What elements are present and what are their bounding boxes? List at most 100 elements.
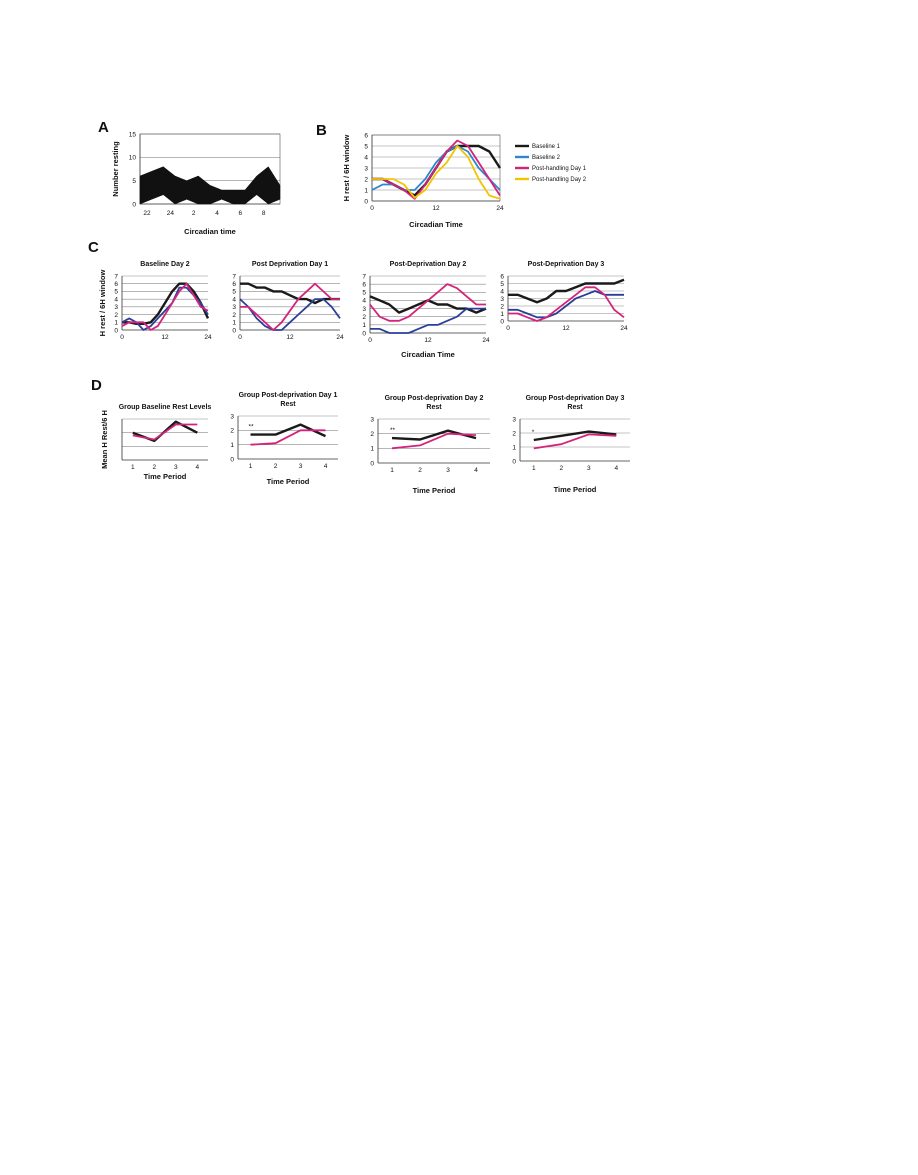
y-tick-label: 6 [500,273,504,280]
y-axis-label: Number resting [111,141,120,197]
series-line-black [122,282,210,325]
y-tick-label: 7 [232,273,236,280]
y-axis-label: H rest / 6H window [342,135,351,202]
y-tick-label: 1 [500,311,504,318]
y-tick-label: 3 [232,304,236,311]
chart-d4: Group Post-deprivation Day 3 Rest 0 1 2 3 1 2 3 4… [512,395,630,494]
series-line-magenta [391,432,477,450]
y-tick-label: 4 [362,298,366,305]
x-tick-label: 2 [152,464,156,471]
y-tick-label: 1 [370,446,374,453]
significance-marker: ** [390,427,396,434]
y-tick-label: 1 [364,187,368,194]
chart-title: Baseline Day 2 [140,261,190,268]
x-axis-label: Time Period [144,472,187,481]
chart-title: Rest [280,401,296,408]
series-line-magenta [250,429,326,446]
series-line-blue [239,298,341,331]
y-tick-label: 7 [114,273,118,280]
x-tick-label: 1 [131,464,135,471]
y-tick-label: 0 [370,460,374,467]
x-tick-label: 1 [249,463,253,470]
chart-title: Post-Deprivation Day 3 [528,261,605,268]
y-tick-label: 2 [370,431,374,438]
chart-title: Rest [567,404,583,411]
y-tick-label: 0 [230,456,234,463]
y-tick-label: 5 [364,143,368,150]
x-axis-label: Time Period [413,486,456,495]
x-tick-label: 0 [120,334,124,341]
x-tick-label: 24 [482,337,490,344]
x-tick-label: 6 [239,210,243,217]
y-tick-label: 0 [232,327,236,334]
y-tick-label: 2 [500,303,504,310]
x-tick-label: 0 [370,205,374,212]
y-tick-label: 6 [232,281,236,288]
series-line-magenta [240,282,340,331]
series-line-magenta [508,286,625,322]
significance-marker: ** [249,424,255,431]
y-tick-label: 6 [364,132,368,139]
y-tick-label: 15 [129,131,137,138]
y-tick-label: 0 [364,198,368,205]
chart-title: Rest [426,404,442,411]
y-tick-label: 6 [362,281,366,288]
y-tick-label: 0 [500,318,504,325]
legend-label: Baseline 2 [532,155,561,161]
x-tick-label: 8 [262,210,266,217]
x-tick-label: 2 [559,465,563,472]
x-tick-label: 12 [432,205,440,212]
y-tick-label: 4 [500,288,504,295]
x-tick-label: 24 [167,210,175,217]
x-axis-label: Time Period [267,477,310,486]
chart-title: Post Deprivation Day 1 [252,261,328,268]
y-tick-label: 5 [500,281,504,288]
significance-marker: * [532,429,535,436]
y-tick-label: 10 [129,155,137,162]
y-tick-label: 6 [114,281,118,288]
y-tick-label: 3 [370,416,374,423]
x-tick-label: 1 [532,465,536,472]
series-line-magenta [121,282,209,331]
y-tick-label: 1 [230,442,234,449]
chart-title: Group Post-deprivation Day 3 [526,395,625,402]
x-tick-label: 24 [496,205,504,212]
y-tick-label: 1 [512,444,516,451]
y-tick-label: 3 [512,416,516,423]
y-tick-label: 3 [230,413,234,420]
x-tick-label: 3 [174,464,178,471]
legend-label: Baseline 1 [532,144,561,150]
x-axis-label: Circadian Time [401,350,455,359]
y-tick-label: 5 [232,289,236,296]
x-tick-label: 4 [614,465,618,472]
x-axis-label: Time Period [554,485,597,494]
x-tick-label: 12 [161,334,169,341]
y-tick-label: 1 [114,320,118,327]
series-line-magenta [369,283,486,322]
x-tick-label: 0 [368,337,372,344]
y-tick-label: 3 [364,165,368,172]
y-tick-label: 0 [132,201,136,208]
x-tick-label: 4 [324,463,328,470]
y-axis-label: H rest / 6H window [98,270,107,337]
chart-title: Group Post-deprivation Day 1 [239,392,338,399]
x-tick-label: 24 [620,325,628,332]
series-line-yellow [372,145,501,200]
x-tick-label: 4 [195,464,199,471]
x-tick-label: 0 [238,334,242,341]
legend-label: Post-handling Day 1 [532,166,587,172]
y-tick-label: 2 [364,176,368,183]
x-tick-label: 12 [424,337,432,344]
x-tick-label: 4 [215,210,219,217]
chart-d3: Group Post-deprivation Day 2 Rest 0 1 2 3 1 2 3 4… [370,395,490,495]
y-tick-label: 2 [512,430,516,437]
chart-d2: Group Post-deprivation Day 1 Rest 0 1 2 3 1 2 3 4… [230,392,338,486]
y-tick-label: 0 [512,458,516,465]
x-tick-label: 1 [390,467,394,474]
y-axis-label: Mean H Rest/6 H [100,410,109,469]
